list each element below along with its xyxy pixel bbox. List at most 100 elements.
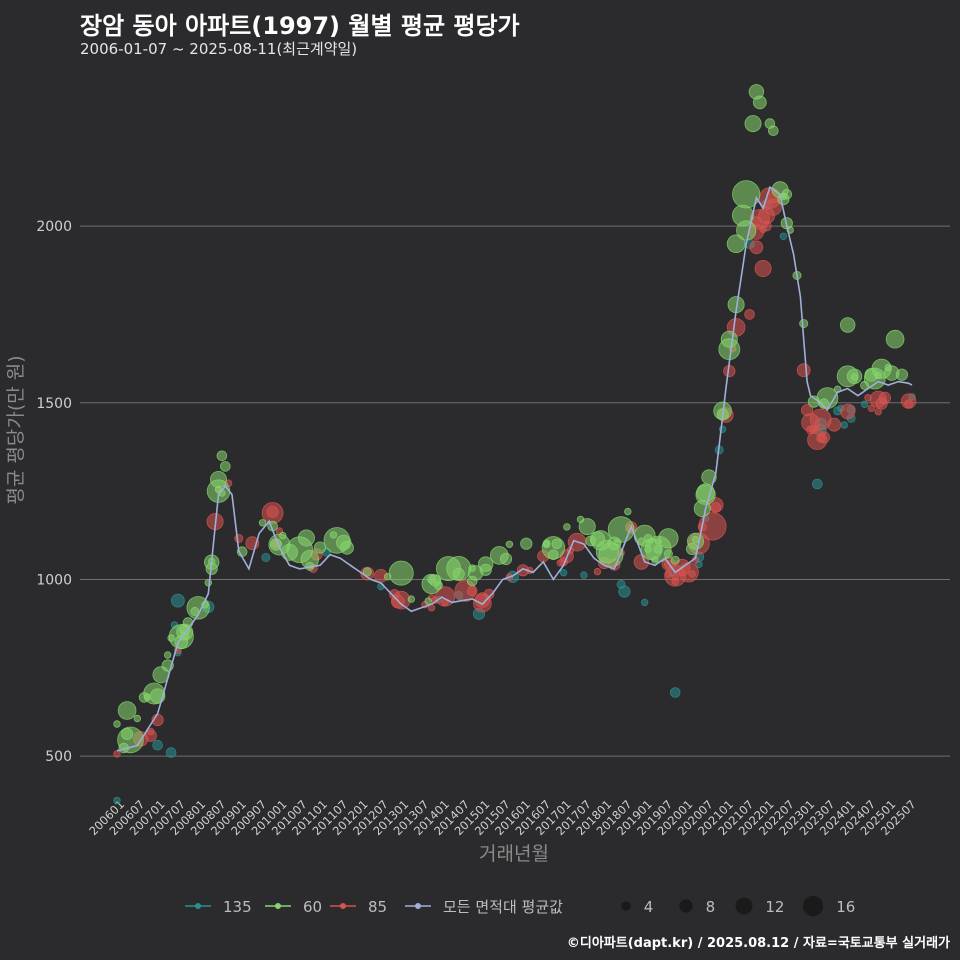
s60-point: [863, 367, 886, 390]
series-60-points: [113, 84, 909, 754]
s85-point: [754, 259, 772, 277]
s85-point: [266, 505, 279, 518]
s85-point: [593, 567, 602, 576]
series-135-points: [113, 199, 916, 805]
s135-point: [618, 585, 631, 598]
s60-point: [388, 560, 414, 586]
s85-point: [904, 399, 914, 409]
s60-point: [726, 234, 746, 254]
s60-point: [885, 329, 905, 349]
s60-point: [840, 317, 856, 333]
s60-point: [313, 541, 327, 554]
legend-dot-s85: [340, 903, 346, 909]
s135-point: [580, 571, 588, 579]
s60-point: [781, 189, 793, 200]
s85-point: [874, 408, 882, 416]
s60-point: [767, 125, 779, 136]
legend-size-label-12: 12: [765, 898, 784, 916]
s60-point: [138, 692, 150, 703]
s85-point: [827, 417, 842, 432]
s60-point: [585, 535, 596, 547]
s60-point: [427, 574, 437, 584]
s135-point: [113, 796, 121, 805]
legend-size-16: [802, 895, 824, 917]
s85-point: [113, 750, 121, 758]
average-line: [116, 185, 913, 752]
s135-point: [170, 593, 185, 608]
s60-point: [435, 556, 461, 582]
legend-size-label-8: 8: [706, 898, 716, 916]
s60-point: [258, 519, 267, 527]
s60-point: [279, 531, 287, 540]
y-tick-1000: 1000: [36, 572, 72, 588]
s135-point: [779, 232, 788, 240]
s60-point: [663, 549, 673, 559]
s85-point: [556, 559, 564, 567]
s60-point: [133, 714, 141, 723]
s85-point: [749, 240, 764, 255]
s60-point: [362, 567, 372, 577]
s60-point: [624, 507, 632, 516]
s60-point: [286, 536, 314, 563]
s85-point: [744, 309, 755, 320]
s60-point: [168, 624, 194, 650]
s60-point: [578, 518, 596, 536]
legend-size-label-4: 4: [644, 898, 654, 916]
s85-point: [698, 512, 727, 541]
s60-point: [752, 95, 767, 110]
chart-title: 장암 동아 아파트(1997) 월별 평균 평당가: [80, 12, 520, 40]
legend: 135 60 85 모든 면적대 평균값 4 8 12 16: [185, 895, 855, 917]
s60-point: [113, 720, 121, 728]
s135-point: [165, 747, 177, 758]
x-tick-labels: 2006012006072007012007072008012008072009…: [86, 797, 919, 838]
s60-point: [383, 573, 392, 581]
legend-dot-avg: [415, 903, 421, 909]
s60-point: [499, 552, 513, 566]
s85-point: [801, 413, 820, 432]
s85-point: [234, 534, 244, 544]
s85-point: [761, 220, 772, 232]
s60-point: [220, 461, 231, 472]
s60-point: [799, 319, 809, 329]
s85-point: [869, 390, 887, 408]
s85-point: [147, 727, 155, 736]
s135-point: [811, 478, 823, 490]
legend-label-s60: 60: [303, 898, 322, 916]
s85-point: [840, 403, 856, 420]
s135-point: [840, 421, 848, 429]
x-axis-label: 거래년월: [479, 843, 549, 865]
s60-point: [407, 595, 415, 603]
s60-point: [670, 555, 680, 565]
legend-size-8: [679, 899, 693, 913]
legend-size-12: [735, 897, 753, 915]
s135-point: [860, 400, 869, 408]
s135-point: [152, 739, 163, 751]
s60-point: [340, 540, 354, 555]
s60-point: [836, 365, 859, 388]
s60-point: [542, 540, 551, 549]
s60-point: [720, 330, 738, 348]
legend-dot-s60: [275, 903, 281, 909]
s85-point: [671, 577, 679, 586]
s85-point: [796, 363, 811, 378]
s60-point: [744, 115, 762, 133]
s85-point: [664, 564, 687, 587]
s60-point: [687, 532, 705, 550]
s60-point: [117, 701, 137, 720]
y-axis-label: 평균 평당가(만 원): [5, 355, 27, 504]
footer-credit: ©디아파트(dapt.kr) / 2025.08.12 / 자료=국토교통부 실…: [566, 936, 950, 951]
s135-point: [641, 598, 649, 607]
chart-subtitle: 2006-01-07 ~ 2025-08-11(최근계약일): [80, 40, 358, 58]
legend-label-avg: 모든 면적대 평균값: [443, 898, 563, 916]
legend-dot-s135: [195, 903, 201, 909]
s60-point: [424, 597, 432, 605]
s135-point: [559, 569, 568, 577]
s60-point: [163, 651, 172, 659]
y-tick-labels: 500 1000 1500 2000: [36, 219, 72, 765]
y-tick-500: 500: [45, 749, 72, 765]
s135-point: [669, 687, 681, 698]
s135-point: [261, 553, 271, 563]
s60-point: [216, 450, 228, 462]
s85-point: [807, 429, 828, 450]
